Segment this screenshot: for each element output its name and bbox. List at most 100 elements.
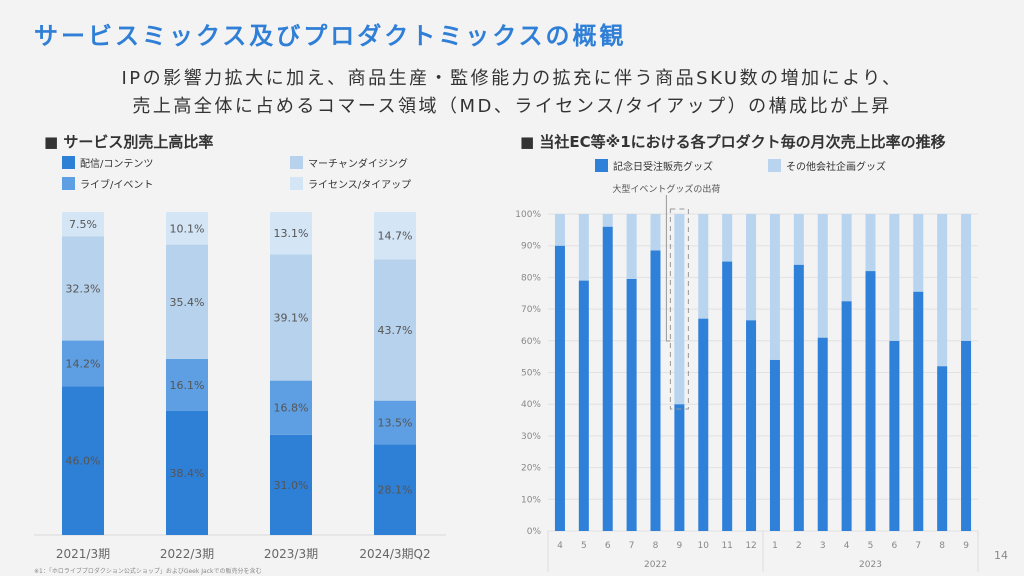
bar-segment <box>961 214 972 341</box>
bar-segment <box>270 212 312 255</box>
bar-segment <box>374 444 416 535</box>
data-label: 7.5% <box>69 218 97 231</box>
bar-segment <box>769 359 780 531</box>
x-tick-label: 1 <box>772 541 778 551</box>
bar-segment <box>698 214 709 319</box>
legend-label: ライブ/イベント <box>80 180 154 191</box>
data-label: 43.7% <box>378 324 413 337</box>
data-label: 35.4% <box>170 296 205 309</box>
y-tick-label: 90% <box>521 242 541 252</box>
bar-segment <box>166 212 208 245</box>
x-tick-label: 2 <box>796 541 802 551</box>
x-tick-label: 7 <box>629 541 635 551</box>
bar-segment <box>746 320 757 531</box>
x-tick-label: 8 <box>939 541 945 551</box>
bar-segment <box>374 212 416 260</box>
subtitle-line-1: IPの影響力拡大に加え、商品生産・監修能力の拡充に伴う商品SKU数の増加により、 <box>121 68 903 89</box>
bar-segment <box>841 214 852 302</box>
legend-swatch <box>768 159 781 172</box>
x-tick-label: 5 <box>581 541 587 551</box>
bar-segment <box>554 245 565 531</box>
x-tick-label: 10 <box>698 541 710 551</box>
data-label: 39.1% <box>274 311 309 324</box>
bar-segment <box>937 214 948 367</box>
bar-segment <box>865 214 876 272</box>
x-tick-label: 2023/3期 <box>264 547 318 561</box>
year-label: 2022 <box>644 560 667 570</box>
y-tick-label: 10% <box>521 495 541 505</box>
legend-swatch <box>595 159 608 172</box>
y-tick-label: 20% <box>521 464 541 474</box>
legend-item: 配信/コンテンツ <box>62 155 153 170</box>
page-title: サービスミックス及びプロダクトミックスの概観 <box>34 22 627 50</box>
x-tick-label: 4 <box>844 541 850 551</box>
bar-segment <box>674 214 685 405</box>
bar-segment <box>889 340 900 531</box>
y-tick-label: 80% <box>521 273 541 283</box>
subtitle-line-2: 売上高全体に占めるコマース領域（MD、ライセンス/タイアップ）の構成比が上昇 <box>132 96 892 117</box>
bar-segment <box>602 226 613 531</box>
x-tick-label: 7 <box>915 541 921 551</box>
bar-segment <box>270 254 312 381</box>
right-chart-title: ■ 当社EC等※1における各プロダクト毎の月次売上比率の推移 <box>520 133 946 151</box>
bar-segment <box>374 400 416 445</box>
x-tick-label: 8 <box>653 541 659 551</box>
bar-segment <box>650 214 661 251</box>
bar-segment <box>698 318 709 531</box>
bar-segment <box>270 380 312 435</box>
x-tick-label: 4 <box>557 541 563 551</box>
x-tick-label: 2021/3期 <box>56 547 110 561</box>
left-chart-title: ■ サービス別売上高比率 <box>44 133 214 151</box>
data-label: 31.0% <box>274 479 309 492</box>
legend-label: その他会社企画グッズ <box>786 162 886 173</box>
y-tick-label: 0% <box>527 527 542 537</box>
data-label: 13.5% <box>378 416 413 429</box>
data-label: 13.1% <box>274 227 309 240</box>
bar-segment <box>62 236 104 341</box>
x-tick-label: 5 <box>868 541 874 551</box>
bar-segment <box>626 214 637 279</box>
bar-segment <box>865 271 876 531</box>
legend-label: ライセンス/タイアップ <box>308 180 412 191</box>
data-label: 46.0% <box>66 455 101 468</box>
bar-segment <box>793 214 804 265</box>
year-label: 2023 <box>859 560 882 570</box>
bar-segment <box>913 214 924 292</box>
data-label: 32.3% <box>66 282 101 295</box>
x-tick-label: 9 <box>963 541 969 551</box>
annotation-box <box>669 208 689 410</box>
bar-segment <box>722 214 733 262</box>
bar-segment <box>602 214 613 227</box>
y-tick-label: 70% <box>521 305 541 315</box>
bar-segment <box>722 261 733 531</box>
bar-segment <box>817 214 828 338</box>
data-label: 38.4% <box>170 467 205 480</box>
bar-segment <box>554 214 565 246</box>
legend-swatch <box>62 156 75 169</box>
legend-item: その他会社企画グッズ <box>768 158 886 173</box>
bar-segment <box>769 214 780 360</box>
bar-segment <box>270 434 312 535</box>
bar-segment <box>746 214 757 321</box>
data-label: 14.7% <box>378 230 413 243</box>
footnote: ※1：「ホロライブプロダクション公式ショップ」およびGeek Jackでの販売分… <box>34 568 262 575</box>
legend-item: ライブ/イベント <box>62 176 153 191</box>
bar-segment <box>578 214 589 281</box>
bar-segment <box>626 278 637 531</box>
x-tick-label: 6 <box>892 541 898 551</box>
y-tick-label: 100% <box>515 210 541 220</box>
legend-label: 配信/コンテンツ <box>80 159 154 170</box>
page-number: 14 <box>994 549 1008 562</box>
bar-segment <box>166 244 208 359</box>
y-tick-label: 60% <box>521 337 541 347</box>
y-tick-label: 40% <box>521 400 541 410</box>
annotation-leader <box>665 195 671 342</box>
bar-segment <box>889 214 900 341</box>
x-tick-label: 9 <box>677 541 683 551</box>
bar-segment <box>62 340 104 387</box>
bar-segment <box>578 280 589 531</box>
annotation-label: 大型イベントグッズの出荷 <box>612 183 720 195</box>
bar-segment <box>650 250 661 531</box>
data-label: 16.1% <box>170 379 205 392</box>
